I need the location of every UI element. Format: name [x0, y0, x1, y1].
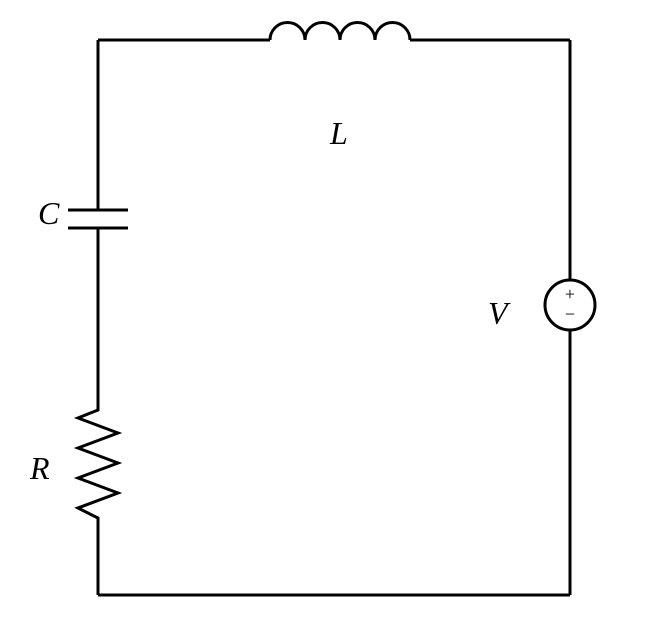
resistor-label: R — [30, 450, 50, 487]
source-minus: − — [565, 304, 575, 324]
source-plus: + — [565, 284, 575, 304]
circuit-svg: + − — [0, 0, 650, 630]
circuit-wires — [68, 23, 595, 596]
capacitor-label: C — [38, 195, 59, 232]
resistor-zigzag — [78, 405, 118, 525]
inductor-coil — [270, 23, 410, 40]
voltage-source-label: V — [488, 295, 508, 332]
inductor-label: L — [330, 115, 348, 152]
